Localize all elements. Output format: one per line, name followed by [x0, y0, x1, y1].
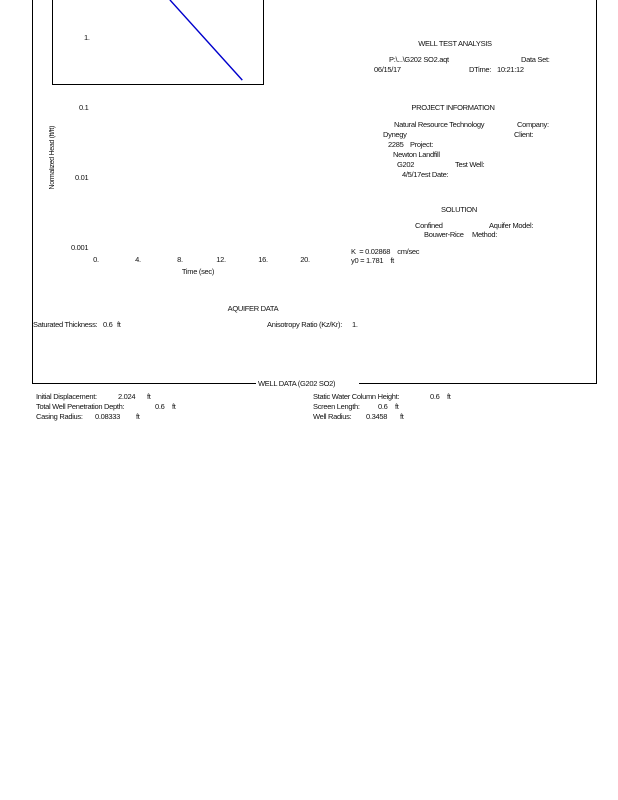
initial-displacement-label: Initial Displacement: — [36, 392, 97, 401]
well-radius-value: 0.3458 — [366, 412, 388, 421]
screen-length-value: 0.6 — [378, 402, 388, 411]
date-value: 06/15/17 — [374, 65, 401, 74]
x-tick-label: 16. — [258, 255, 268, 264]
initial-displacement-unit: ft — [147, 392, 151, 401]
method-value: Bouwer-Rice — [424, 230, 464, 239]
test-well-label: Test Well: — [455, 160, 485, 169]
static-water-column-height-unit: ft — [447, 392, 451, 401]
x-tick-label: 8. — [177, 255, 183, 264]
saturated-thickness-label: Saturated Thickness: — [33, 320, 98, 329]
x-tick-label: 20. — [300, 255, 310, 264]
screen-length-label: Screen Length: — [313, 402, 360, 411]
client-value: Dynegy — [383, 130, 407, 139]
well-radius-unit: ft — [400, 412, 404, 421]
data-set-value: P:\...\G202 SO2.aqt — [389, 55, 449, 64]
y-tick-label-0-1: 0.1 — [79, 103, 89, 112]
total-well-penetration-depth-label: Total Well Penetration Depth: — [36, 402, 125, 411]
project-label: Project: — [410, 140, 434, 149]
x-axis-title: Time (sec) — [181, 267, 215, 276]
casing-radius-value: 0.08333 — [95, 412, 121, 421]
chart-line — [169, 0, 243, 81]
time-value: 10:21:12 — [497, 65, 524, 74]
well-radius-label: Well Radius: — [313, 412, 352, 421]
static-water-column-height-label: Static Water Column Height: — [313, 392, 400, 401]
static-water-column-height-value: 0.6 — [430, 392, 440, 401]
anisotropy-ratio-value: 1. — [352, 320, 358, 329]
screen-length-unit: ft — [395, 402, 399, 411]
well-data-title: WELL DATA (G202 SO2) — [256, 379, 360, 389]
casing-radius-unit: ft — [136, 412, 140, 421]
y-tick-label-1: 1. — [84, 33, 90, 42]
company-value: Natural Resource Technology — [394, 120, 485, 129]
initial-displacement-value: 2.024 — [118, 392, 136, 401]
aquifer-data-title: AQUIFER DATA — [227, 304, 279, 313]
total-well-penetration-depth-unit: ft — [172, 402, 176, 411]
client-label: Client: — [514, 130, 534, 139]
project-information-title: PROJECT INFORMATION — [411, 103, 495, 112]
project-value: 2285 — [388, 140, 404, 149]
saturated-thickness-unit: ft — [117, 320, 121, 329]
company-label: Company: — [517, 120, 549, 129]
aquifer-model-value: Confined — [415, 221, 443, 230]
x-tick-label: 0. — [93, 255, 99, 264]
chart-canvas — [169, 0, 243, 81]
chart-plot-area — [52, 0, 264, 85]
data-set-label: Data Set: — [521, 55, 550, 64]
total-well-penetration-depth-value: 0.6 — [155, 402, 165, 411]
method-label: Method: — [472, 230, 497, 239]
test-date-label: est Date: — [421, 170, 449, 179]
solution-y0-result: y0 = 1.781 ft — [351, 256, 394, 265]
test-well-value: G202 — [397, 160, 415, 169]
solution-k-result: K = 0.02868 cm/sec — [351, 247, 420, 256]
anisotropy-ratio-label: Anisotropy Ratio (Kz/Kr): — [267, 320, 343, 329]
project-location-value: Newton Landfill — [393, 150, 440, 159]
x-tick-label: 12. — [216, 255, 226, 264]
time-label: DTime: — [469, 65, 492, 74]
casing-radius-label: Casing Radius: — [36, 412, 83, 421]
y-axis-title: Normalized Head (ft/ft) — [49, 126, 56, 190]
y-tick-label-0-01: 0.01 — [75, 173, 89, 182]
saturated-thickness-value: 0.6 — [103, 320, 113, 329]
report-title: WELL TEST ANALYSIS — [418, 39, 492, 48]
y-tick-label-0-001: 0.001 — [71, 243, 89, 252]
solution-title: SOLUTION — [441, 205, 477, 214]
test-date-value: 4/5/17 — [402, 170, 422, 179]
x-tick-label: 4. — [135, 255, 141, 264]
aquifer-model-label: Aquifer Model: — [489, 221, 534, 230]
